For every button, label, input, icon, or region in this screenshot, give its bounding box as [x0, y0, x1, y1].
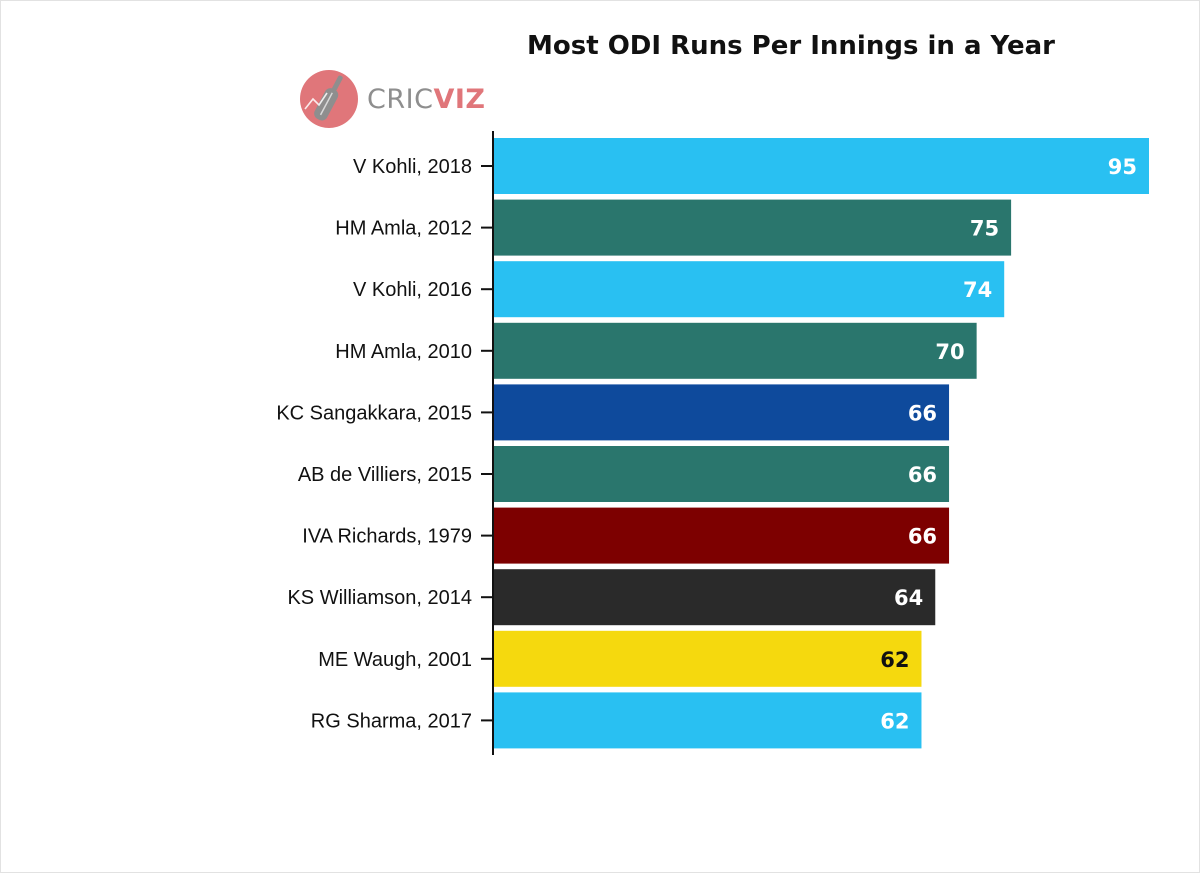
y-tick-label: ME Waugh, 2001 — [318, 649, 472, 671]
bar-7 — [494, 569, 936, 626]
y-tick-label: V Kohli, 2016 — [353, 279, 472, 301]
bar-8 — [494, 630, 922, 687]
bar-value-label: 95 — [1108, 155, 1137, 179]
bar-value-label: 74 — [963, 278, 992, 302]
bar-value-label: 62 — [880, 648, 909, 672]
bar-value-label: 75 — [970, 217, 999, 241]
y-tick-label: RG Sharma, 2017 — [311, 710, 472, 732]
bar-9 — [494, 692, 922, 749]
bar-4 — [494, 384, 950, 441]
y-tick-label: IVA Richards, 1979 — [302, 526, 472, 548]
bar-value-label: 62 — [880, 709, 909, 733]
labels-layer: 95 V Kohli, 2018 75 HM Amla, 2012 74 V Kohli,… — [276, 155, 1137, 733]
logo-wordmark: CRICVIZ — [367, 84, 485, 115]
bar-3 — [494, 322, 977, 379]
y-tick-label: KC Sangakkara, 2015 — [276, 402, 472, 424]
logo-text-cric: CRIC — [367, 83, 434, 115]
bar-value-label: 70 — [935, 340, 964, 364]
bar-5 — [494, 446, 950, 502]
chart-title: Most ODI Runs Per Innings in a Year — [527, 31, 1055, 61]
y-tick-label: V Kohli, 2018 — [353, 156, 472, 178]
bar-1 — [494, 199, 1012, 256]
y-tick-label: KS Williamson, 2014 — [287, 587, 472, 609]
y-tick-label: HM Amla, 2010 — [335, 341, 472, 363]
bar-value-label: 66 — [908, 463, 937, 487]
logo-text-viz: VIZ — [433, 83, 486, 115]
bars-layer — [494, 138, 1149, 749]
y-tick-label: AB de Villiers, 2015 — [298, 464, 472, 486]
bar-value-label: 64 — [894, 586, 923, 610]
bar-0 — [494, 138, 1149, 194]
bar-6 — [494, 507, 950, 564]
cricviz-logo: CRICVIZ — [299, 67, 485, 131]
y-tick-label: HM Amla, 2012 — [335, 218, 472, 240]
bar-value-label: 66 — [908, 525, 937, 549]
bar-2 — [494, 261, 1005, 318]
cricket-bat-icon — [300, 70, 358, 128]
bar-value-label: 66 — [908, 401, 937, 425]
